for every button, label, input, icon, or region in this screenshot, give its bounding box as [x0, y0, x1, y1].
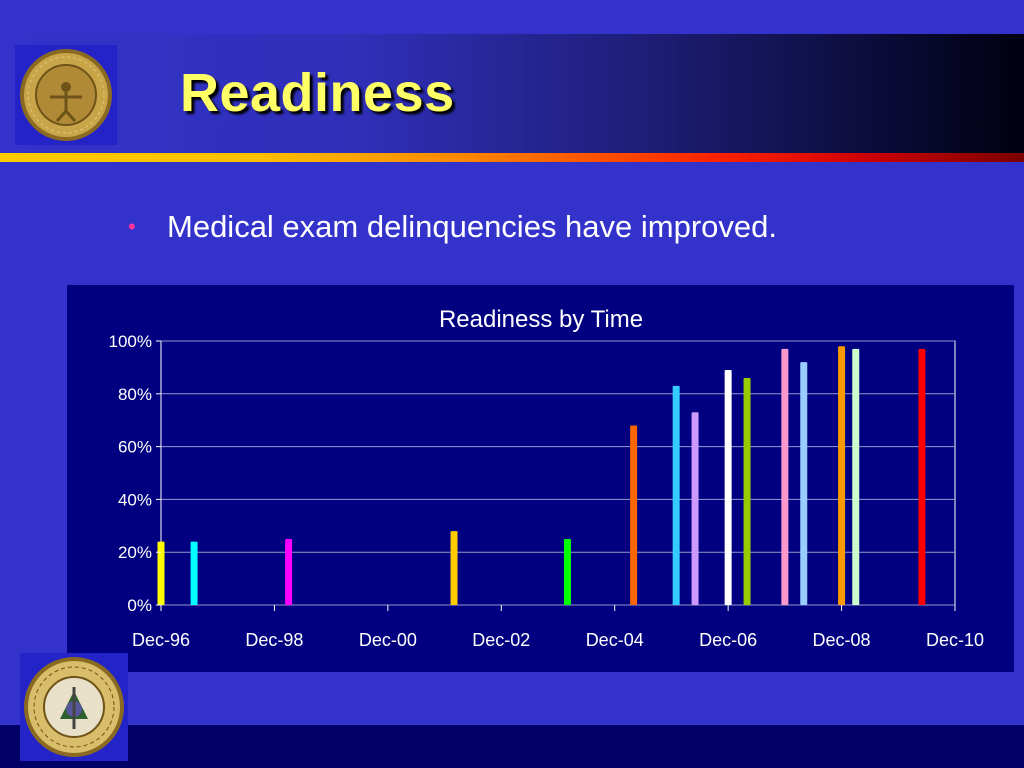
- readiness-chart: Readiness by Time 0% 20% 40% 60% 80% 100% Dec-…: [109, 306, 985, 650]
- y-tick-label: 20%: [118, 543, 152, 562]
- bar: [743, 377, 751, 605]
- x-tick-label: Dec-04: [586, 630, 644, 650]
- top-seal-logo: [15, 45, 117, 145]
- bar: [630, 425, 638, 605]
- bar: [450, 531, 458, 605]
- x-tick-label: Dec-98: [245, 630, 303, 650]
- y-tick-label: 100%: [109, 332, 152, 351]
- x-tick-label: Dec-96: [132, 630, 190, 650]
- y-tick-label: 0%: [127, 596, 152, 615]
- bottom-seal-logo: [20, 653, 128, 761]
- bullet-icon: •: [128, 214, 136, 239]
- bar: [157, 541, 165, 605]
- y-tick-label: 80%: [118, 385, 152, 404]
- x-tick-label: Dec-00: [359, 630, 417, 650]
- bar: [918, 348, 926, 605]
- chart-title: Readiness by Time: [439, 306, 643, 333]
- bar-layer: [157, 346, 926, 605]
- x-tick-label: Dec-08: [813, 630, 871, 650]
- bar: [800, 362, 808, 605]
- bar: [691, 412, 699, 605]
- public-health-service-seal-icon: [24, 657, 124, 757]
- bullet-text: Medical exam delinquencies have improved…: [167, 209, 777, 244]
- chart-panel: Readiness by Time 0% 20% 40% 60% 80% 100% Dec-…: [67, 285, 1014, 672]
- bar: [285, 539, 293, 605]
- therapist-seal-icon: [20, 49, 112, 141]
- x-tick-label: Dec-02: [472, 630, 530, 650]
- bar: [672, 385, 680, 605]
- x-tick-label: Dec-10: [926, 630, 984, 650]
- bar: [190, 541, 198, 605]
- y-tick-label: 60%: [118, 438, 152, 457]
- axis-layer: 0% 20% 40% 60% 80% 100% Dec-96 Dec-98 Dec-00 Dec-…: [109, 332, 985, 650]
- bar: [781, 348, 789, 605]
- x-tick-label: Dec-06: [699, 630, 757, 650]
- bar: [724, 370, 732, 605]
- page-title: Readiness: [180, 63, 455, 123]
- grid-layer: [160, 340, 956, 606]
- title-band: [0, 34, 1024, 154]
- bar: [852, 348, 860, 605]
- title-divider: [0, 153, 1024, 162]
- bar: [563, 539, 571, 605]
- plot-frame: [160, 340, 956, 606]
- bottom-band: [0, 725, 1024, 768]
- bar: [838, 346, 846, 605]
- y-tick-label: 40%: [118, 490, 152, 509]
